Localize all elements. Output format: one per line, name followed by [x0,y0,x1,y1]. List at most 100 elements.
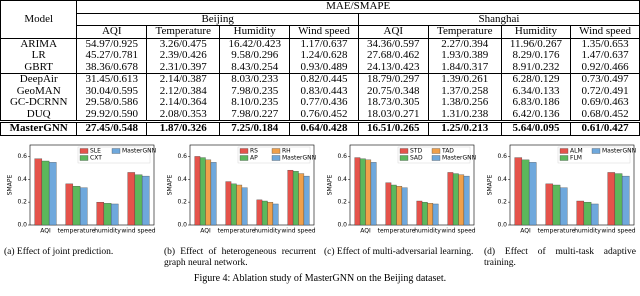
table-row: LR 45.27/0.781 2.39/0.426 9.58/0.296 1.24/0.… [0,49,640,62]
bar [458,174,465,225]
table-cell: 1.24/0.628 [289,49,359,62]
legend-swatch [431,154,441,161]
table-cell: 24.13/0.423 [357,61,429,74]
table-cell: 3.26/0.475 [146,37,220,50]
table-row: GeoMAN 30.04/0.595 2.12/0.384 7.98/0.235 0.8… [0,85,640,97]
bar [267,201,274,225]
bar [48,161,57,225]
plot-frame [509,144,635,225]
bar [287,169,294,225]
bar [241,187,248,225]
legend-label: FLM [570,154,582,161]
city-header: Beijing [76,12,359,26]
y-tick-label: 0.2 [177,198,187,205]
table-cell: 1.93/0.389 [427,49,502,62]
bar [199,156,206,225]
table-cell: 0.64/0.428 [289,120,359,135]
x-tick-label: wind speed [601,227,635,234]
table-cell: 16.42/0.423 [219,37,290,50]
bar [432,203,439,225]
y-tick-label: 0.0 [177,221,187,228]
table-cell: 29.58/0.586 [76,96,147,109]
bar [463,175,470,225]
table-cell: 9.58/0.296 [219,49,290,62]
table-row: ARIMA 54.97/0.925 3.26/0.475 16.42/0.423 1.1… [0,37,640,50]
model-name: MasterGNN [0,120,77,135]
table-cell: 1.39/0.261 [427,73,502,86]
table-cell: 7.98/0.235 [219,85,290,97]
bar [447,171,454,225]
bar [110,203,119,225]
table-cell: 7.25/0.184 [219,120,290,135]
legend-label: SLE [90,147,101,154]
bar [103,202,112,225]
legend-label: MasterGNN [442,154,476,161]
table-cell: 8.10/0.235 [219,96,290,109]
bar [514,156,523,225]
bar [370,161,377,225]
bar [298,172,305,225]
x-tick-label: wind speed [281,227,315,234]
legend-swatch [431,147,441,154]
legend-label: AP [250,154,258,161]
y-tick-label: 0.6 [337,152,347,159]
bar [205,159,212,225]
y-tick-label: 0.6 [17,152,27,159]
x-tick-label: AQI [360,227,371,234]
bar [141,175,150,225]
charts: 0.0 0.2 0.4 0.6 SMAPE AQI temperature humidity w… [0,139,640,247]
y-tick-label: 0.4 [177,175,187,182]
table-cell: 2.39/0.426 [146,49,220,62]
x-tick-label: temperature [378,227,416,234]
bar [96,201,105,225]
table-cell: 1.25/0.213 [427,120,502,135]
table-cell: 29.92/0.590 [76,108,147,122]
column-header: Temperature [427,25,502,38]
legend-label: ALM [570,147,583,154]
metric-header: MAE/SMAPE [76,0,640,13]
bar [552,184,561,225]
x-tick-label: humidity [574,227,601,234]
legend-label: MasterGNN [282,154,316,161]
model-name: LR [0,49,77,62]
bar [528,161,537,225]
table-cell: 7.98/0.227 [219,108,290,122]
table-cell: 27.68/0.462 [357,49,429,62]
legend-swatch [239,147,249,154]
table-cell: 0.92/0.466 [570,61,640,74]
table-cell: 0.69/0.463 [570,96,640,109]
y-axis-label: SMAPE [327,174,334,195]
column-header: Wind speed [289,25,359,38]
model-name: DUQ [0,108,77,122]
column-header: Temperature [146,25,220,38]
x-tick-label: wind speed [121,227,155,234]
bar [134,174,143,225]
legend-box [77,146,151,163]
table-cell: 8.91/0.232 [500,61,571,74]
model-name: ARIMA [0,37,77,50]
plot-frame [349,144,475,225]
bar [272,203,279,225]
bar [452,172,459,225]
bar [194,155,201,225]
y-axis-label: SMAPE [487,174,494,195]
table-cell: 0.83/0.443 [289,85,359,97]
table-cell: 1.84/0.317 [427,61,502,74]
table-cell: 2.08/0.353 [146,108,220,122]
legend-swatch [239,154,249,161]
table-cell: 2.27/0.394 [427,37,502,50]
table-cell: 11.96/0.267 [500,37,571,50]
bar [401,187,408,225]
plot-frame [189,144,315,225]
x-tick-label: temperature [538,227,576,234]
subfigure-caption: (d) Effect of multi-task adaptive traini… [484,246,636,268]
table-cell: 20.75/0.348 [357,85,429,97]
legend-swatch [79,147,89,154]
legend-swatch [399,147,409,154]
model-name: DeepAir [0,73,77,86]
table-cell: 0.93/0.489 [289,61,359,74]
table-cell: 0.68/0.452 [570,108,640,122]
legend-label: MasterGNN [602,147,636,154]
column-header: AQI [357,25,429,38]
